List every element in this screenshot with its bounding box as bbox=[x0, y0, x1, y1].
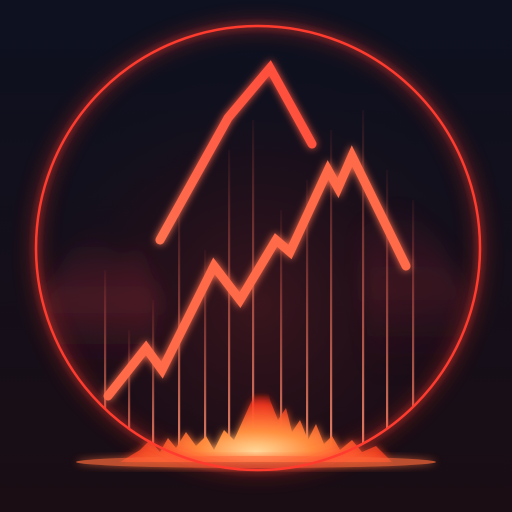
ground-glow bbox=[76, 456, 436, 468]
vertical-bar bbox=[362, 110, 365, 455]
vertical-bar bbox=[204, 250, 207, 455]
vertical-bar bbox=[228, 150, 231, 455]
vertical-bar bbox=[128, 330, 131, 455]
lower-trend-line bbox=[103, 145, 411, 401]
vertical-bar bbox=[152, 300, 155, 455]
vertical-bar bbox=[386, 170, 389, 455]
vertical-bar bbox=[252, 120, 255, 455]
upper-trend-line bbox=[155, 60, 317, 245]
vertical-bar bbox=[306, 180, 309, 455]
vertical-bar bbox=[280, 210, 283, 455]
vertical-bar bbox=[330, 130, 333, 455]
vertical-bar bbox=[104, 270, 107, 455]
outer-ring bbox=[34, 24, 482, 472]
vertical-bar bbox=[412, 200, 415, 455]
flame bbox=[120, 364, 392, 462]
